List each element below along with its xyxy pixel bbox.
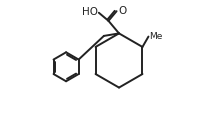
Text: Me: Me bbox=[150, 32, 163, 41]
Text: HO: HO bbox=[82, 7, 98, 17]
Text: O: O bbox=[118, 6, 126, 15]
